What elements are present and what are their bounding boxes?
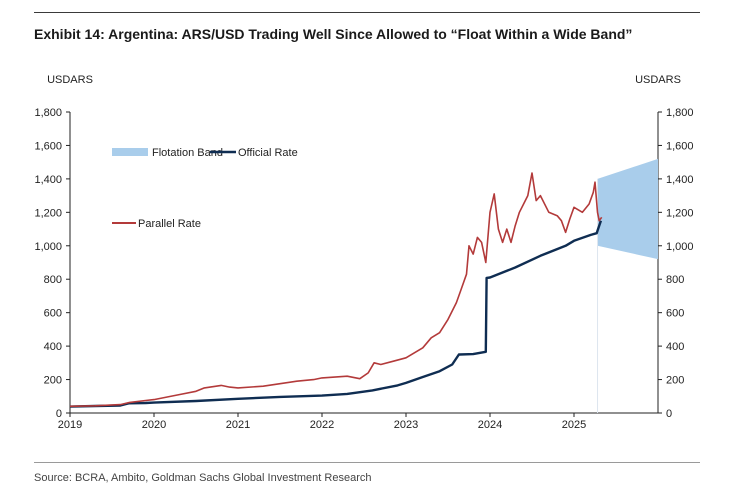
- series-lines: [69, 172, 603, 408]
- y-tick-label-left: 0: [56, 408, 62, 420]
- flotation-band-area: [597, 158, 658, 413]
- flotation-band: [597, 158, 658, 260]
- legend: Flotation Band Official Rate Parallel Rate: [112, 147, 298, 230]
- y-tick-label-left: 800: [44, 274, 62, 286]
- legend-label-official-rate: Official Rate: [238, 147, 298, 159]
- y-tick-label-right: 1,200: [666, 207, 694, 219]
- y-tick-label-right: 1,000: [666, 241, 694, 253]
- official-rate-line: [69, 220, 603, 408]
- y-tick-label-right: 800: [666, 274, 684, 286]
- y-tick-label-right: 1,800: [666, 107, 694, 119]
- x-tick-label: 2023: [394, 419, 418, 431]
- y-tick-label-right: 0: [666, 408, 672, 420]
- y-tick-label-left: 1,000: [34, 241, 62, 253]
- y-tick-label-left: 1,400: [34, 174, 62, 186]
- x-tick-label: 2020: [142, 419, 166, 431]
- legend-swatch-flotation-band: [112, 148, 148, 156]
- y-tick-label-left: 1,600: [34, 140, 62, 152]
- x-tick-label: 2024: [478, 419, 502, 431]
- title-top-rule: [34, 12, 700, 13]
- y-tick-label-left: 400: [44, 341, 62, 353]
- legend-label-parallel-rate: Parallel Rate: [138, 218, 201, 230]
- y-tick-label-right: 1,400: [666, 174, 694, 186]
- x-tick-label: 2025: [562, 419, 586, 431]
- source-note: Source: BCRA, Ambito, Goldman Sachs Glob…: [34, 472, 372, 484]
- x-tick-label: 2021: [226, 419, 250, 431]
- y-tick-label-right: 200: [666, 375, 684, 387]
- x-tick-label: 2019: [58, 419, 82, 431]
- y-unit-left: USDARS: [47, 74, 93, 86]
- footer-rule: [34, 462, 700, 463]
- y-tick-label-left: 200: [44, 375, 62, 387]
- legend-label-flotation-band: Flotation Band: [152, 147, 223, 159]
- chart-title: Exhibit 14: Argentina: ARS/USD Trading W…: [34, 26, 633, 42]
- y-tick-label-right: 400: [666, 341, 684, 353]
- axes: USDARS USDARS 0 0 200 200 400 400 600 600 800 800 1,…: [34, 74, 693, 431]
- x-tick-label: 2022: [310, 419, 334, 431]
- parallel-rate-line: [69, 172, 603, 408]
- y-tick-label-left: 600: [44, 308, 62, 320]
- y-unit-right: USDARS: [635, 74, 681, 86]
- y-tick-label-right: 1,600: [666, 140, 694, 152]
- y-tick-label-left: 1,800: [34, 107, 62, 119]
- y-tick-label-left: 1,200: [34, 207, 62, 219]
- y-tick-label-right: 600: [666, 308, 684, 320]
